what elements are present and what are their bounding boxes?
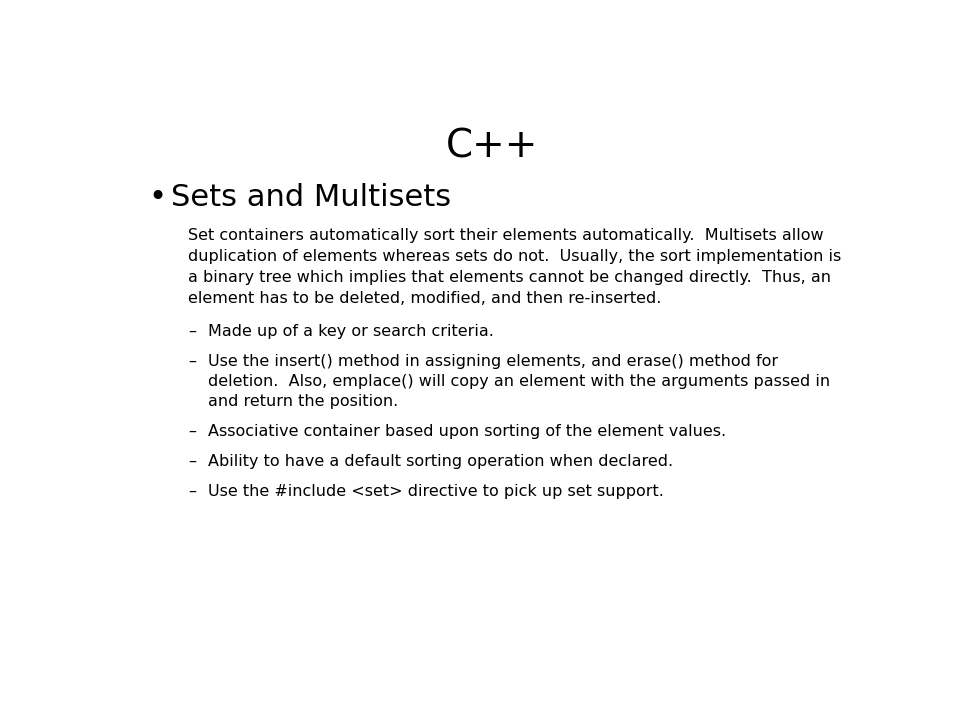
Text: a binary tree which implies that elements cannot be changed directly.  Thus, an: a binary tree which implies that element… — [188, 270, 831, 285]
Text: Use the #include <set> directive to pick up set support.: Use the #include <set> directive to pick… — [207, 484, 663, 499]
Text: C++: C++ — [445, 128, 539, 166]
Text: –: – — [188, 484, 197, 499]
Text: Use the insert() method in assigning elements, and erase() method for: Use the insert() method in assigning ele… — [207, 354, 778, 369]
Text: deletion.  Also, emplace() will copy an element with the arguments passed in: deletion. Also, emplace() will copy an e… — [207, 374, 829, 389]
Text: •: • — [148, 184, 166, 212]
Text: element has to be deleted, modified, and then re-inserted.: element has to be deleted, modified, and… — [188, 291, 661, 306]
Text: –: – — [188, 324, 197, 339]
Text: Sets and Multisets: Sets and Multisets — [171, 184, 450, 212]
Text: Set containers automatically sort their elements automatically.  Multisets allow: Set containers automatically sort their … — [188, 228, 824, 243]
Text: Associative container based upon sorting of the element values.: Associative container based upon sorting… — [207, 424, 726, 439]
Text: –: – — [188, 454, 197, 469]
Text: Ability to have a default sorting operation when declared.: Ability to have a default sorting operat… — [207, 454, 673, 469]
Text: Made up of a key or search criteria.: Made up of a key or search criteria. — [207, 324, 493, 339]
Text: –: – — [188, 424, 197, 439]
Text: –: – — [188, 354, 197, 369]
Text: duplication of elements whereas sets do not.  Usually, the sort implementation i: duplication of elements whereas sets do … — [188, 249, 842, 264]
Text: and return the position.: and return the position. — [207, 394, 398, 409]
